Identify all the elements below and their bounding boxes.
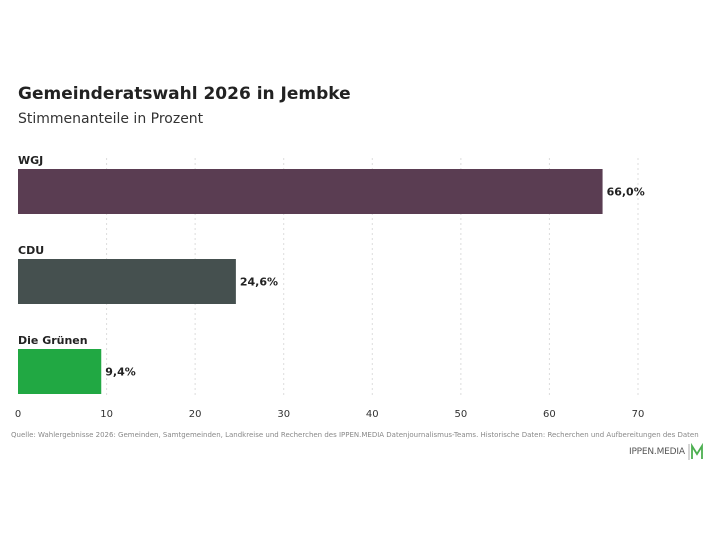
x-tick-label: 10 [100,409,113,420]
chart-title: Gemeinderatswahl 2026 in Jembke [18,84,351,104]
source-note: Quelle: Wahlergebnisse 2026: Gemeinden, … [11,431,699,439]
chart-subtitle: Stimmenanteile in Prozent [18,111,204,127]
value-label: 66,0% [607,186,645,199]
bar [18,349,102,394]
x-tick-label: 50 [454,409,467,420]
brand: IPPEN.MEDIA [629,443,706,461]
x-tick-label: 0 [15,409,21,420]
x-tick-label: 60 [543,409,556,420]
category-label: Die Grünen [18,334,88,347]
category-label: WGJ [18,154,43,167]
value-label: 9,4% [105,366,136,379]
category-label: CDU [18,244,44,257]
brand-name: IPPEN.MEDIA [629,447,685,457]
x-tick-label: 20 [189,409,202,420]
x-tick-label: 30 [277,409,290,420]
x-tick-label: 40 [366,409,379,420]
ippen-media-logo-icon [688,443,703,460]
value-label: 24,6% [240,276,278,289]
bar [18,169,603,214]
bar [18,259,236,304]
x-tick-label: 70 [632,409,645,420]
